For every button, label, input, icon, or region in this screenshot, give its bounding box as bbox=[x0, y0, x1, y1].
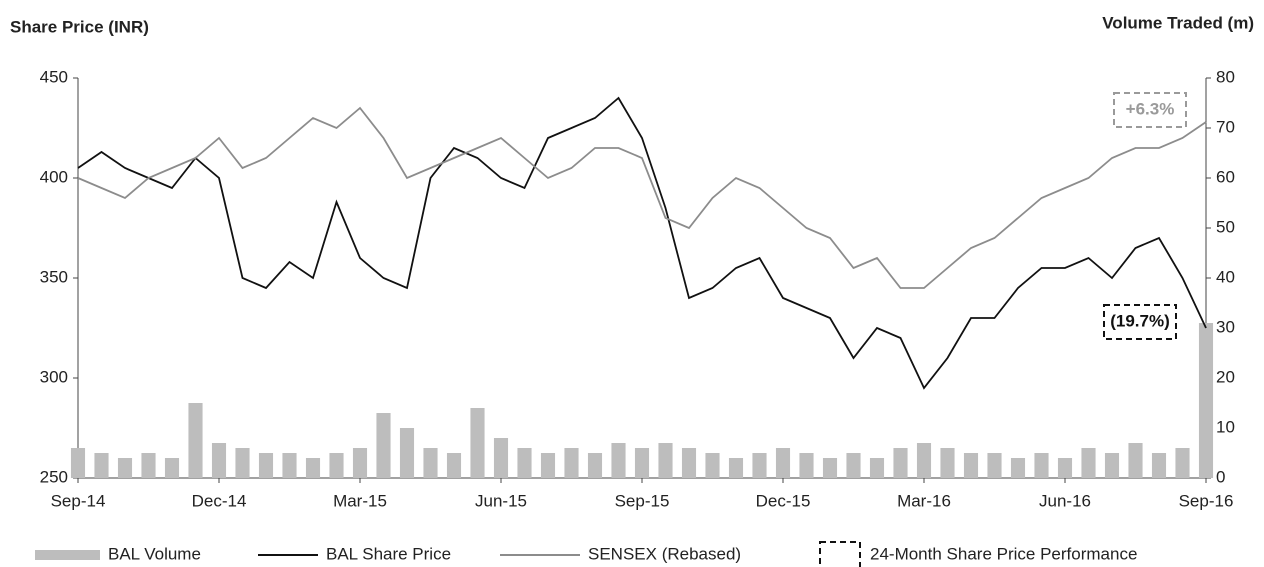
legend-label: BAL Volume bbox=[108, 544, 201, 563]
volume-bar bbox=[1034, 453, 1049, 478]
volume-bar bbox=[916, 443, 932, 478]
price-line bbox=[77, 106, 1207, 289]
volume-bar bbox=[493, 438, 509, 478]
annotation-box bbox=[1103, 304, 1177, 340]
volume-bar bbox=[564, 448, 579, 478]
x-tick-label: Dec-15 bbox=[756, 491, 811, 510]
x-tick-label: Jun-15 bbox=[475, 491, 527, 510]
volume-bar bbox=[1128, 443, 1143, 478]
volume-bar bbox=[1151, 453, 1167, 478]
volume-bar bbox=[1081, 448, 1096, 478]
volume-bar bbox=[305, 458, 321, 478]
volume-bar bbox=[376, 413, 391, 478]
y2-tick-label: 50 bbox=[1216, 217, 1235, 236]
annotation-box bbox=[1113, 92, 1187, 128]
y-tick-label: 450 bbox=[40, 67, 68, 86]
y2-tick-label: 0 bbox=[1216, 467, 1225, 486]
volume-bar bbox=[1104, 453, 1120, 478]
volume-bar bbox=[94, 453, 109, 478]
volume-bar bbox=[893, 448, 908, 478]
volume-bar bbox=[775, 448, 791, 478]
volume-bar bbox=[70, 448, 86, 478]
y-tick-label: 350 bbox=[40, 267, 68, 286]
volume-bar bbox=[587, 453, 603, 478]
x-tick-label: Mar-15 bbox=[333, 491, 387, 510]
y2-tick-label: 40 bbox=[1216, 267, 1235, 286]
legend-label: SENSEX (Rebased) bbox=[588, 544, 741, 563]
volume-bar bbox=[869, 458, 885, 478]
volume-bar bbox=[1175, 448, 1190, 478]
volume-bar bbox=[658, 443, 673, 478]
y2-tick-label: 60 bbox=[1216, 167, 1235, 186]
volume-bar bbox=[1010, 458, 1026, 478]
volume-bar bbox=[963, 453, 979, 478]
y2-tick-label: 70 bbox=[1216, 117, 1235, 136]
x-tick-label: Dec-14 bbox=[192, 491, 247, 510]
y-tick-label: 400 bbox=[40, 167, 68, 186]
volume-bar bbox=[728, 458, 744, 478]
volume-bar bbox=[940, 448, 955, 478]
volume-bar bbox=[752, 453, 767, 478]
x-tick-label: Sep-16 bbox=[1179, 491, 1234, 510]
volume-bar bbox=[987, 453, 1002, 478]
legend-label: BAL Share Price bbox=[326, 544, 451, 563]
volume-bar bbox=[235, 448, 250, 478]
volume-bar bbox=[634, 448, 650, 478]
y2-tick-label: 30 bbox=[1216, 317, 1235, 336]
volume-bar bbox=[352, 448, 368, 478]
legend-swatch bbox=[35, 550, 100, 560]
annotation: (19.7%) bbox=[1110, 311, 1170, 330]
volume-bar bbox=[164, 458, 180, 478]
volume-bar bbox=[258, 453, 274, 478]
x-tick-label: Sep-15 bbox=[615, 491, 670, 510]
legend-swatch bbox=[819, 541, 861, 567]
price-line bbox=[77, 96, 1207, 390]
volume-bar bbox=[141, 453, 156, 478]
volume-bar bbox=[470, 408, 485, 478]
volume-bar bbox=[329, 453, 344, 478]
y-axis-title: Share Price (INR) bbox=[10, 17, 149, 36]
volume-bar bbox=[1198, 323, 1214, 478]
x-tick-label: Jun-16 bbox=[1039, 491, 1091, 510]
volume-bar bbox=[705, 453, 720, 478]
volume-bar bbox=[517, 448, 532, 478]
volume-bar bbox=[540, 453, 556, 478]
y2-tick-label: 80 bbox=[1216, 67, 1235, 86]
y-tick-label: 250 bbox=[40, 467, 68, 486]
volume-bar bbox=[423, 448, 438, 478]
y2-tick-label: 20 bbox=[1216, 367, 1235, 386]
volume-bar bbox=[399, 428, 415, 478]
y-tick-label: 300 bbox=[40, 367, 68, 386]
y2-axis-title: Volume Traded (m) bbox=[1102, 13, 1254, 32]
volume-bar bbox=[1057, 458, 1073, 478]
volume-bar bbox=[846, 453, 861, 478]
legend-label: 24-Month Share Price Performance bbox=[870, 544, 1137, 563]
volume-bar bbox=[799, 453, 814, 478]
volume-bar bbox=[822, 458, 838, 478]
volume-bar bbox=[117, 458, 133, 478]
x-tick-label: Sep-14 bbox=[51, 491, 106, 510]
annotation: +6.3% bbox=[1126, 99, 1175, 118]
volume-bar bbox=[446, 453, 462, 478]
volume-bar bbox=[681, 448, 697, 478]
volume-bar bbox=[282, 453, 297, 478]
volume-bar bbox=[211, 443, 227, 478]
volume-bar bbox=[611, 443, 626, 478]
x-tick-label: Mar-16 bbox=[897, 491, 951, 510]
y2-tick-label: 10 bbox=[1216, 417, 1235, 436]
volume-bar bbox=[188, 403, 203, 478]
